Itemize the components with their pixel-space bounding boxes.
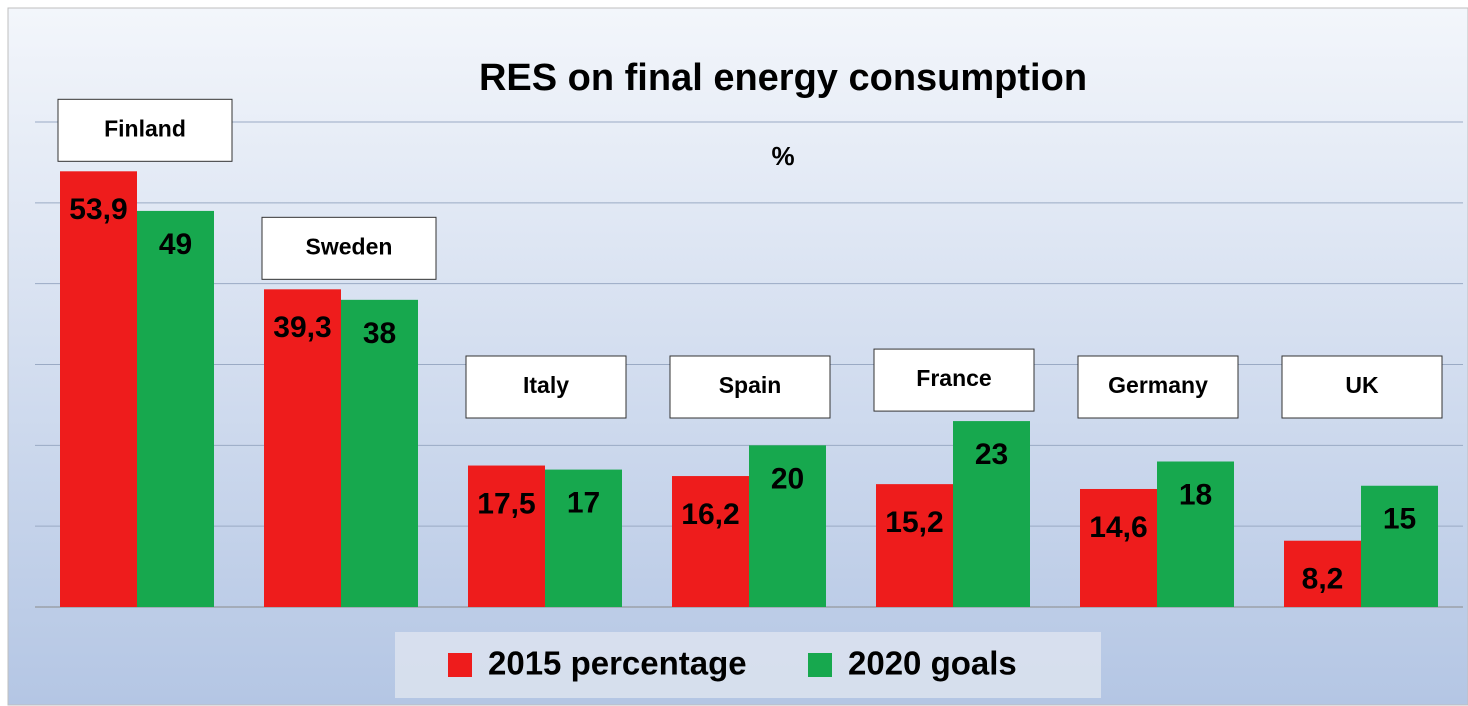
data-label: 8,2 bbox=[1302, 563, 1344, 596]
data-label: 14,6 bbox=[1089, 511, 1147, 544]
category-label: Germany bbox=[1108, 372, 1208, 398]
bar bbox=[1080, 488, 1157, 607]
category-box bbox=[57, 98, 233, 162]
data-label: 15,2 bbox=[885, 506, 943, 539]
category-box bbox=[1077, 355, 1239, 419]
category-label: Spain bbox=[719, 372, 782, 398]
bar bbox=[1157, 461, 1234, 607]
data-label: 18 bbox=[1179, 478, 1212, 511]
legend-swatch bbox=[808, 653, 832, 677]
legend-label: 2015 percentage bbox=[488, 645, 747, 682]
bar bbox=[672, 476, 749, 607]
category-label: Sweden bbox=[306, 233, 393, 259]
category-label: France bbox=[916, 365, 991, 391]
legend-label: 2020 goals bbox=[848, 645, 1017, 682]
data-label: 17,5 bbox=[477, 487, 535, 520]
category-box bbox=[669, 355, 831, 419]
bar bbox=[468, 465, 545, 607]
category-box bbox=[465, 355, 627, 419]
category-label: Italy bbox=[523, 372, 569, 398]
category-box bbox=[873, 348, 1035, 412]
legend-box bbox=[395, 632, 1101, 698]
bar bbox=[137, 210, 214, 607]
chart-subtitle: % bbox=[771, 141, 794, 171]
legend-swatch bbox=[448, 653, 472, 677]
bar bbox=[264, 289, 341, 607]
bar bbox=[60, 171, 137, 607]
data-label: 49 bbox=[159, 228, 192, 261]
chart-title: RES on final energy consumption bbox=[479, 57, 1087, 99]
category-box bbox=[1281, 355, 1443, 419]
data-label: 17 bbox=[567, 487, 600, 520]
bar bbox=[545, 469, 622, 607]
bar bbox=[341, 299, 418, 607]
data-label: 16,2 bbox=[681, 498, 739, 531]
category-box bbox=[261, 216, 437, 280]
data-label: 20 bbox=[771, 462, 804, 495]
category-label: Finland bbox=[104, 115, 186, 141]
bar bbox=[1284, 540, 1361, 607]
data-label: 15 bbox=[1383, 503, 1416, 536]
data-label: 39,3 bbox=[273, 311, 331, 344]
bar bbox=[1361, 485, 1438, 607]
bar bbox=[876, 484, 953, 607]
data-label: 23 bbox=[975, 438, 1008, 471]
data-label: 38 bbox=[363, 317, 396, 350]
data-label: 53,9 bbox=[69, 193, 127, 226]
category-label: UK bbox=[1345, 372, 1379, 398]
bar bbox=[953, 421, 1030, 607]
bar bbox=[749, 445, 826, 607]
